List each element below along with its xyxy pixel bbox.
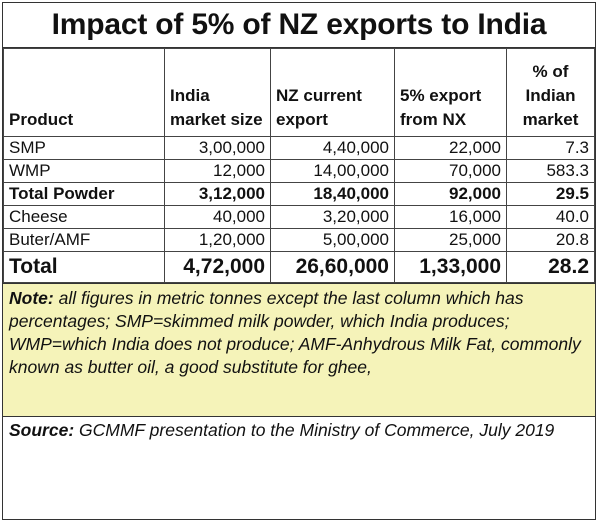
note-box: Note: all figures in metric tonnes excep… [3, 283, 595, 416]
cell-pct-market: 40.0 [506, 205, 595, 229]
cell-market-size: 4,72,000 [164, 251, 271, 283]
table-row: Cheese 40,000 3,20,000 16,000 40.0 [3, 205, 595, 229]
cell-product: Cheese [3, 205, 165, 229]
header-export-5pct: 5% export from NX [394, 48, 507, 137]
header-market-size: India market size [164, 48, 271, 137]
note-label: Note: [9, 288, 54, 308]
cell-nz-export: 5,00,000 [270, 228, 395, 252]
table-row-subtotal: Total Powder 3,12,000 18,40,000 92,000 2… [3, 182, 595, 206]
cell-market-size: 3,12,000 [164, 182, 271, 206]
cell-market-size: 12,000 [164, 159, 271, 183]
cell-product: WMP [3, 159, 165, 183]
table-row-total: Total 4,72,000 26,60,000 1,33,000 28.2 [3, 251, 595, 283]
header-pct-market: % of Indian market [506, 48, 595, 137]
cell-pct-market: 583.3 [506, 159, 595, 183]
table-header-row: Product India market size NZ current exp… [3, 48, 595, 137]
table-row: WMP 12,000 14,00,000 70,000 583.3 [3, 159, 595, 183]
header-product: Product [3, 48, 165, 137]
cell-market-size: 40,000 [164, 205, 271, 229]
page-title: Impact of 5% of NZ exports to India [3, 3, 595, 48]
cell-export-5pct: 92,000 [394, 182, 507, 206]
cell-export-5pct: 25,000 [394, 228, 507, 252]
cell-product: SMP [3, 136, 165, 160]
cell-nz-export: 18,40,000 [270, 182, 395, 206]
table-row: Buter/AMF 1,20,000 5,00,000 25,000 20.8 [3, 228, 595, 252]
source-label: Source: [9, 420, 75, 440]
cell-pct-market: 20.8 [506, 228, 595, 252]
header-nz-export: NZ current export [270, 48, 395, 137]
cell-nz-export: 4,40,000 [270, 136, 395, 160]
cell-nz-export: 14,00,000 [270, 159, 395, 183]
cell-market-size: 3,00,000 [164, 136, 271, 160]
source-text: GCMMF presentation to the Ministry of Co… [74, 420, 555, 440]
exports-table: Product India market size NZ current exp… [3, 48, 595, 283]
cell-pct-market: 29.5 [506, 182, 595, 206]
cell-nz-export: 3,20,000 [270, 205, 395, 229]
note-text: all figures in metric tonnes except the … [9, 288, 581, 377]
cell-product: Total [3, 251, 165, 283]
cell-export-5pct: 1,33,000 [394, 251, 507, 283]
cell-pct-market: 28.2 [506, 251, 595, 283]
table-row: SMP 3,00,000 4,40,000 22,000 7.3 [3, 136, 595, 160]
cell-nz-export: 26,60,000 [270, 251, 395, 283]
cell-export-5pct: 16,000 [394, 205, 507, 229]
cell-export-5pct: 70,000 [394, 159, 507, 183]
cell-pct-market: 7.3 [506, 136, 595, 160]
cell-product: Buter/AMF [3, 228, 165, 252]
cell-product: Total Powder [3, 182, 165, 206]
cell-export-5pct: 22,000 [394, 136, 507, 160]
source-line: Source: GCMMF presentation to the Minist… [3, 416, 595, 442]
cell-market-size: 1,20,000 [164, 228, 271, 252]
